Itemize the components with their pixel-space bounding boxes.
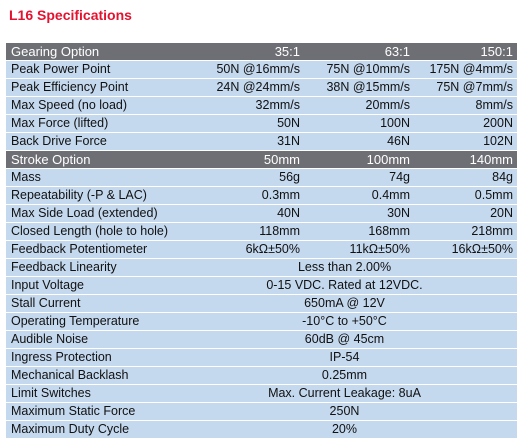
stroke-option-label: Stroke Option <box>6 150 169 169</box>
table-row: Input Voltage 0-15 VDC. Rated at 12VDC. <box>6 276 517 295</box>
row-value: 75N @7mm/s <box>414 78 517 97</box>
table-row: Feedback Linearity Less than 2.00% <box>6 258 517 277</box>
row-value: 32mm/s <box>169 96 304 115</box>
row-value: 218mm <box>414 222 517 241</box>
row-label: Audible Noise <box>6 330 169 349</box>
specifications-table: Gearing Option 35:1 63:1 150:1 Peak Powe… <box>6 43 517 439</box>
row-value: 38N @15mm/s <box>304 78 414 97</box>
gearing-option-value: 150:1 <box>414 43 517 61</box>
row-value: IP-54 <box>169 348 517 367</box>
row-value: 20mm/s <box>304 96 414 115</box>
row-value: 50N @16mm/s <box>169 60 304 79</box>
gearing-option-value: 35:1 <box>169 43 304 61</box>
row-value: 200N <box>414 114 517 133</box>
stroke-option-header: Stroke Option 50mm 100mm 140mm <box>6 150 517 169</box>
row-value: 31N <box>169 132 304 151</box>
row-label: Repeatability (-P & LAC) <box>6 186 169 205</box>
row-value: 0-15 VDC. Rated at 12VDC. <box>169 276 517 295</box>
row-value: 56g <box>169 168 304 187</box>
table-row: Max Force (lifted) 50N 100N 200N <box>6 114 517 133</box>
row-label: Operating Temperature <box>6 312 169 331</box>
row-value: 250N <box>169 402 517 421</box>
page-title: L16 Specifications <box>9 7 132 23</box>
table-row: Mechanical Backlash 0.25mm <box>6 366 517 385</box>
row-label: Max Force (lifted) <box>6 114 169 133</box>
table-row: Max Speed (no load) 32mm/s 20mm/s 8mm/s <box>6 96 517 115</box>
table-row: Audible Noise 60dB @ 45cm <box>6 330 517 349</box>
row-label: Back Drive Force <box>6 132 169 151</box>
table-row: Ingress Protection IP-54 <box>6 348 517 367</box>
row-value: 100N <box>304 114 414 133</box>
row-value: 24N @24mm/s <box>169 78 304 97</box>
row-value: 20N <box>414 204 517 223</box>
table-row: Max Side Load (extended) 40N 30N 20N <box>6 204 517 223</box>
row-value: Less than 2.00% <box>169 258 517 277</box>
row-label: Maximum Static Force <box>6 402 169 421</box>
row-value: 102N <box>414 132 517 151</box>
table-row: Repeatability (-P & LAC) 0.3mm 0.4mm 0.5… <box>6 186 517 205</box>
stroke-option-value: 140mm <box>414 150 517 169</box>
row-value: 30N <box>304 204 414 223</box>
row-label: Max Speed (no load) <box>6 96 169 115</box>
gearing-option-label: Gearing Option <box>6 43 169 61</box>
row-label: Ingress Protection <box>6 348 169 367</box>
row-value: 0.3mm <box>169 186 304 205</box>
row-value: -10°C to +50°C <box>169 312 517 331</box>
row-value: 175N @4mm/s <box>414 60 517 79</box>
row-label: Mechanical Backlash <box>6 366 169 385</box>
table-row: Closed Length (hole to hole) 118mm 168mm… <box>6 222 517 241</box>
row-value: 118mm <box>169 222 304 241</box>
row-value: 75N @10mm/s <box>304 60 414 79</box>
table-row: Peak Efficiency Point 24N @24mm/s 38N @1… <box>6 78 517 97</box>
table-row: Feedback Potentiometer 6kΩ±50% 11kΩ±50% … <box>6 240 517 259</box>
gearing-option-header: Gearing Option 35:1 63:1 150:1 <box>6 43 517 61</box>
table-row: Stall Current 650mA @ 12V <box>6 294 517 313</box>
table-row: Operating Temperature -10°C to +50°C <box>6 312 517 331</box>
table-row: Peak Power Point 50N @16mm/s 75N @10mm/s… <box>6 60 517 79</box>
row-value: 650mA @ 12V <box>169 294 517 313</box>
stroke-option-value: 100mm <box>304 150 414 169</box>
table-row: Maximum Static Force 250N <box>6 402 517 421</box>
row-value: Max. Current Leakage: 8uA <box>169 384 517 403</box>
table-row: Maximum Duty Cycle 20% <box>6 420 517 439</box>
row-label: Stall Current <box>6 294 169 313</box>
table-row: Limit Switches Max. Current Leakage: 8uA <box>6 384 517 403</box>
row-value: 60dB @ 45cm <box>169 330 517 349</box>
row-value: 20% <box>169 420 517 439</box>
row-value: 6kΩ±50% <box>169 240 304 259</box>
row-value: 16kΩ±50% <box>414 240 517 259</box>
row-value: 46N <box>304 132 414 151</box>
row-value: 84g <box>414 168 517 187</box>
table-row: Back Drive Force 31N 46N 102N <box>6 132 517 151</box>
row-label: Maximum Duty Cycle <box>6 420 169 439</box>
row-label: Input Voltage <box>6 276 169 295</box>
row-value: 168mm <box>304 222 414 241</box>
table-row: Mass 56g 74g 84g <box>6 168 517 187</box>
row-value: 74g <box>304 168 414 187</box>
row-value: 50N <box>169 114 304 133</box>
row-label: Max Side Load (extended) <box>6 204 169 223</box>
row-label: Closed Length (hole to hole) <box>6 222 169 241</box>
row-value: 11kΩ±50% <box>304 240 414 259</box>
row-value: 8mm/s <box>414 96 517 115</box>
row-label: Limit Switches <box>6 384 169 403</box>
row-label: Feedback Linearity <box>6 258 169 277</box>
row-label: Peak Power Point <box>6 60 169 79</box>
row-value: 0.5mm <box>414 186 517 205</box>
row-value: 40N <box>169 204 304 223</box>
row-value: 0.4mm <box>304 186 414 205</box>
row-value: 0.25mm <box>169 366 517 385</box>
gearing-option-value: 63:1 <box>304 43 414 61</box>
row-label: Peak Efficiency Point <box>6 78 169 97</box>
row-label: Feedback Potentiometer <box>6 240 169 259</box>
stroke-option-value: 50mm <box>169 150 304 169</box>
row-label: Mass <box>6 168 169 187</box>
